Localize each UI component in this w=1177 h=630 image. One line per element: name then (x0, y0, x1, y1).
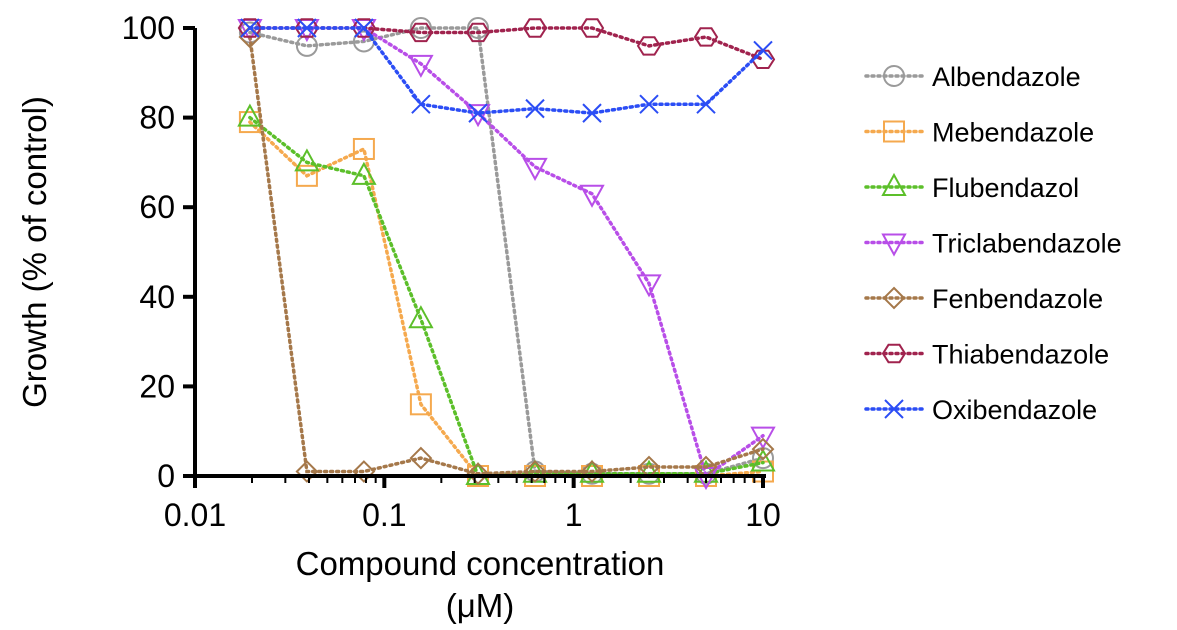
legend-marker (881, 233, 907, 257)
data-point (409, 17, 432, 39)
data-point (468, 103, 488, 123)
data-point (409, 393, 432, 416)
data-point (696, 94, 716, 114)
legend-item: Albendazole (864, 62, 1081, 92)
legend-label: Mebendazole (932, 118, 1094, 148)
data-point (750, 426, 776, 450)
data-point (351, 161, 377, 185)
legend-label: Fenbendazole (932, 284, 1103, 314)
series-flubendazol (237, 103, 776, 485)
data-point (636, 36, 662, 56)
data-point (693, 27, 719, 47)
legend-marker (883, 120, 905, 143)
data-point (522, 157, 548, 181)
legend-item: Oxibendazole (864, 395, 1097, 425)
data-point (525, 98, 545, 119)
x-tick-label: 0.1 (362, 497, 406, 533)
x-tick-label: 1 (565, 497, 583, 533)
series-line (248, 26, 765, 476)
data-point (408, 305, 434, 329)
axes: Growth (% of control) Compound concentra… (16, 10, 781, 624)
data-point (295, 164, 318, 187)
data-point (352, 137, 375, 160)
data-point (522, 18, 548, 38)
x-tick-label: 0.01 (164, 497, 226, 533)
data-point (297, 18, 317, 38)
data-point (467, 17, 490, 39)
data-point (408, 54, 434, 78)
plot-area (237, 17, 776, 491)
data-point (466, 462, 490, 486)
legend-marker (882, 286, 906, 310)
legend-item: Thiabendazole (864, 340, 1109, 370)
series-line (248, 115, 765, 478)
legend: Albendazole Mebendazole Flubendazol Triclab… (864, 62, 1122, 425)
legend-label: Thiabendazole (932, 340, 1109, 370)
data-point (579, 184, 605, 208)
y-tick-label: 0 (157, 458, 175, 494)
legend-marker (884, 399, 904, 419)
data-point (237, 18, 263, 38)
legend-marker (881, 343, 907, 364)
data-point (579, 18, 605, 38)
x-axis-title-line1: Compound concentration (296, 545, 665, 582)
data-point (580, 460, 604, 483)
y-tick-label: 60 (139, 189, 175, 225)
legend-label: Oxibendazole (932, 395, 1097, 425)
y-tick-label: 40 (139, 279, 175, 315)
data-point (240, 18, 260, 38)
x-axis-title-line2: (μM) (446, 587, 514, 624)
data-point (751, 437, 775, 461)
data-point (465, 22, 491, 43)
data-point (295, 460, 319, 483)
series-line (248, 35, 765, 476)
series-line (248, 120, 765, 478)
data-point (636, 274, 662, 298)
data-point (352, 460, 376, 483)
data-point (411, 94, 431, 114)
legend-item: Mebendazole (864, 118, 1094, 148)
data-point (582, 103, 602, 123)
data-point (465, 104, 491, 128)
data-point (523, 460, 547, 483)
y-tick-label: 100 (122, 10, 175, 46)
legend-item: Fenbendazole (864, 284, 1103, 314)
legend-item: Flubendazol (864, 172, 1079, 203)
legend-marker (883, 65, 905, 87)
data-point (639, 94, 659, 114)
data-point (750, 448, 776, 472)
x-tick-label: 10 (745, 497, 781, 533)
legend-label: Triclabendazole (932, 229, 1122, 259)
y-tick-label: 20 (139, 368, 175, 404)
data-point (354, 18, 374, 38)
data-point (294, 18, 320, 38)
legend-label: Albendazole (932, 62, 1081, 92)
data-point (753, 40, 773, 61)
legend-label: Flubendazol (932, 173, 1079, 203)
y-tick-label: 80 (139, 100, 175, 136)
data-point (408, 22, 434, 43)
legend-marker (881, 172, 907, 196)
data-point (237, 103, 263, 127)
data-point (409, 446, 433, 470)
series-oxibendazole (240, 18, 773, 123)
y-axis-title: Growth (% of control) (16, 96, 53, 408)
series-albendazole (238, 17, 774, 485)
series-line (248, 26, 765, 115)
legend-item: Triclabendazole (864, 229, 1122, 259)
data-point (294, 148, 320, 172)
